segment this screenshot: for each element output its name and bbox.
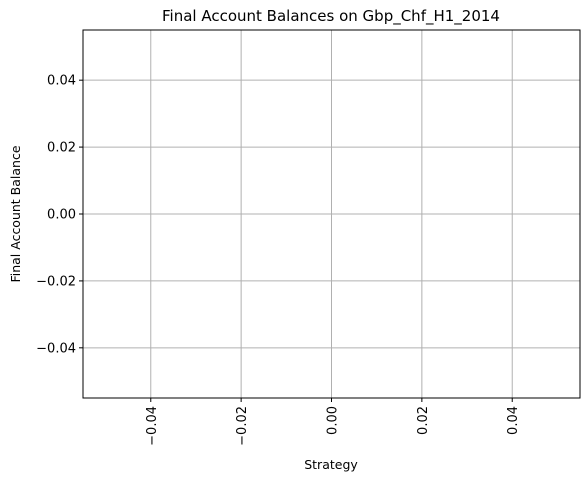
y-tick-label: 0.04 [47, 74, 76, 89]
x-axis-label: Strategy [304, 457, 358, 472]
y-tick-label: −0.02 [36, 274, 76, 289]
y-tick-label: 0.02 [47, 141, 76, 156]
x-tick-label: −0.02 [235, 406, 250, 446]
x-axis-ticks: −0.04 −0.02 0.00 0.02 0.04 [145, 398, 521, 446]
x-tick-label: 0.02 [416, 406, 431, 435]
y-axis-ticks: −0.04 −0.02 0.00 0.02 0.04 [36, 74, 83, 356]
x-tick-label: −0.04 [145, 406, 160, 446]
y-tick-label: −0.04 [36, 341, 76, 356]
chart-title: Final Account Balances on Gbp_Chf_H1_201… [162, 7, 500, 26]
x-tick-label: 0.00 [326, 406, 341, 435]
grid [83, 30, 580, 398]
x-tick-label: 0.04 [506, 406, 521, 435]
y-axis-label: Final Account Balance [8, 145, 23, 282]
y-tick-label: 0.00 [47, 208, 76, 223]
